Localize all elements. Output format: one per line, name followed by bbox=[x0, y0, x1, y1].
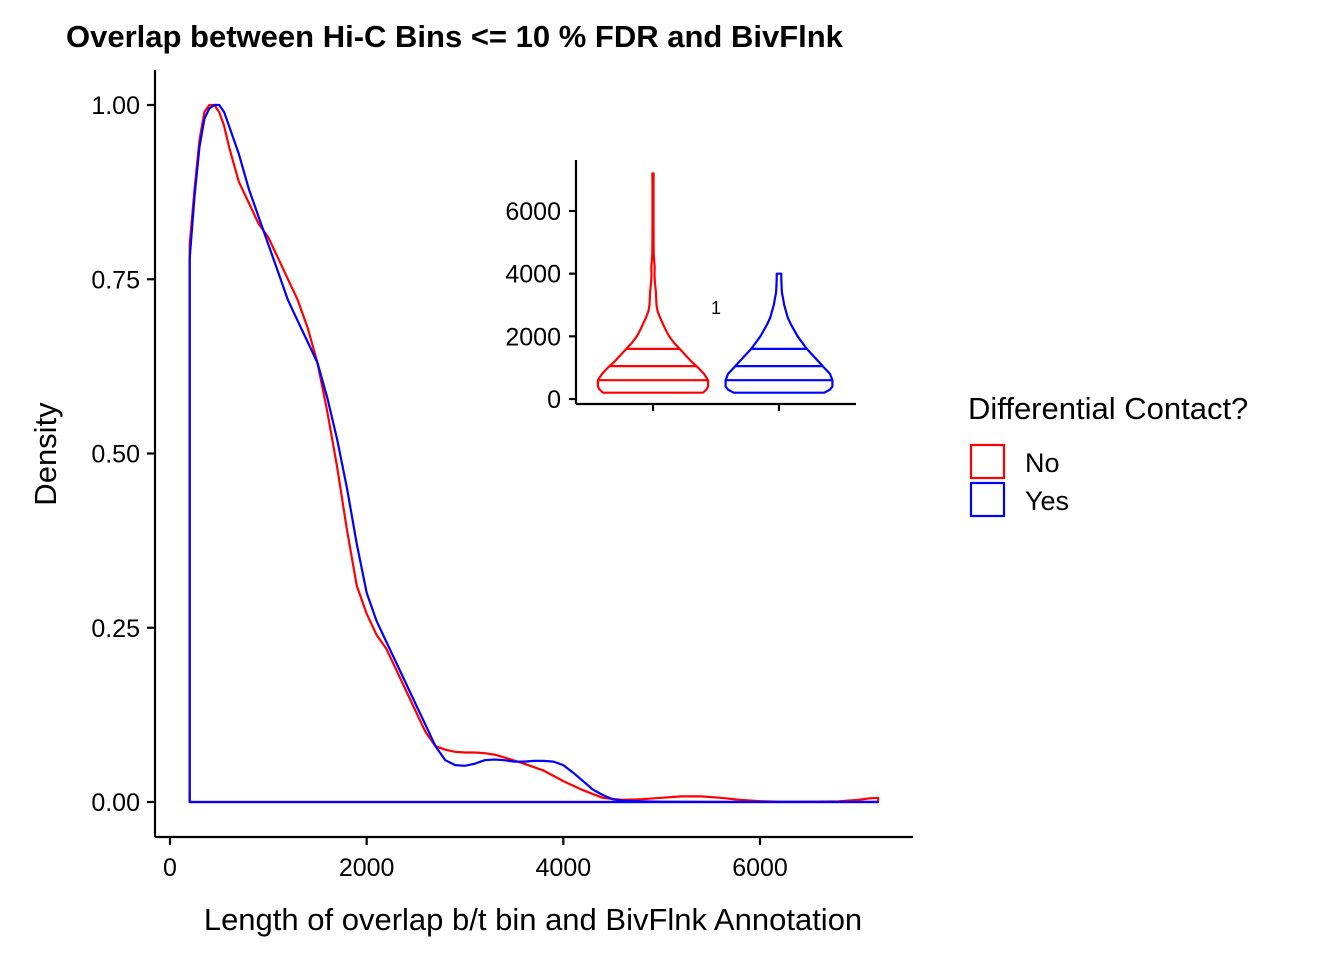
legend: Differential Contact? No Yes bbox=[968, 391, 1248, 518]
y-tick-label: 0.00 bbox=[91, 789, 140, 817]
x-axis-title: Length of overlap b/t bin and BivFlnk An… bbox=[204, 902, 862, 937]
inset-y-tick-label: 4000 bbox=[505, 261, 561, 289]
inset-annotation: 1 bbox=[711, 298, 721, 318]
violin-no bbox=[596, 172, 710, 394]
y-tick-label: 0.50 bbox=[91, 441, 140, 469]
x-tick-label: 0 bbox=[163, 854, 177, 882]
density-line-yes bbox=[188, 103, 880, 804]
legend-label-yes: Yes bbox=[1025, 486, 1069, 516]
legend-title: Differential Contact? bbox=[968, 391, 1248, 426]
legend-entries: No Yes bbox=[969, 443, 1069, 518]
y-ticks: 0.00 0.25 0.50 0.75 1.00 bbox=[91, 92, 155, 817]
inset-y-tick-label: 0 bbox=[547, 386, 561, 414]
chart-title: Overlap between Hi-C Bins <= 10 % FDR an… bbox=[66, 19, 844, 54]
inset-y-tick-label: 6000 bbox=[505, 198, 561, 226]
legend-key-no bbox=[969, 443, 1006, 480]
y-tick-label: 0.75 bbox=[91, 266, 140, 294]
legend-label-no: No bbox=[1025, 448, 1060, 478]
density-series bbox=[188, 103, 880, 804]
violin-yes bbox=[724, 272, 834, 394]
inset-violin-plot: 0 2000 4000 6000 1 bbox=[505, 160, 856, 414]
y-tick-label: 1.00 bbox=[91, 92, 140, 120]
x-tick-label: 4000 bbox=[536, 854, 592, 882]
legend-key-yes bbox=[969, 481, 1006, 518]
y-tick-label: 0.25 bbox=[91, 615, 140, 643]
x-ticks: 0 2000 4000 6000 bbox=[163, 837, 788, 882]
inset-y-ticks: 0 2000 4000 6000 bbox=[505, 198, 576, 414]
main-plot: 0.00 0.25 0.50 0.75 1.00 0 2000 4000 6000 bbox=[91, 70, 913, 882]
inset-violins bbox=[596, 172, 834, 411]
y-axis-title: Density bbox=[28, 402, 63, 506]
inset-y-tick-label: 2000 bbox=[505, 323, 561, 351]
x-tick-label: 2000 bbox=[339, 854, 395, 882]
x-tick-label: 6000 bbox=[732, 854, 788, 882]
